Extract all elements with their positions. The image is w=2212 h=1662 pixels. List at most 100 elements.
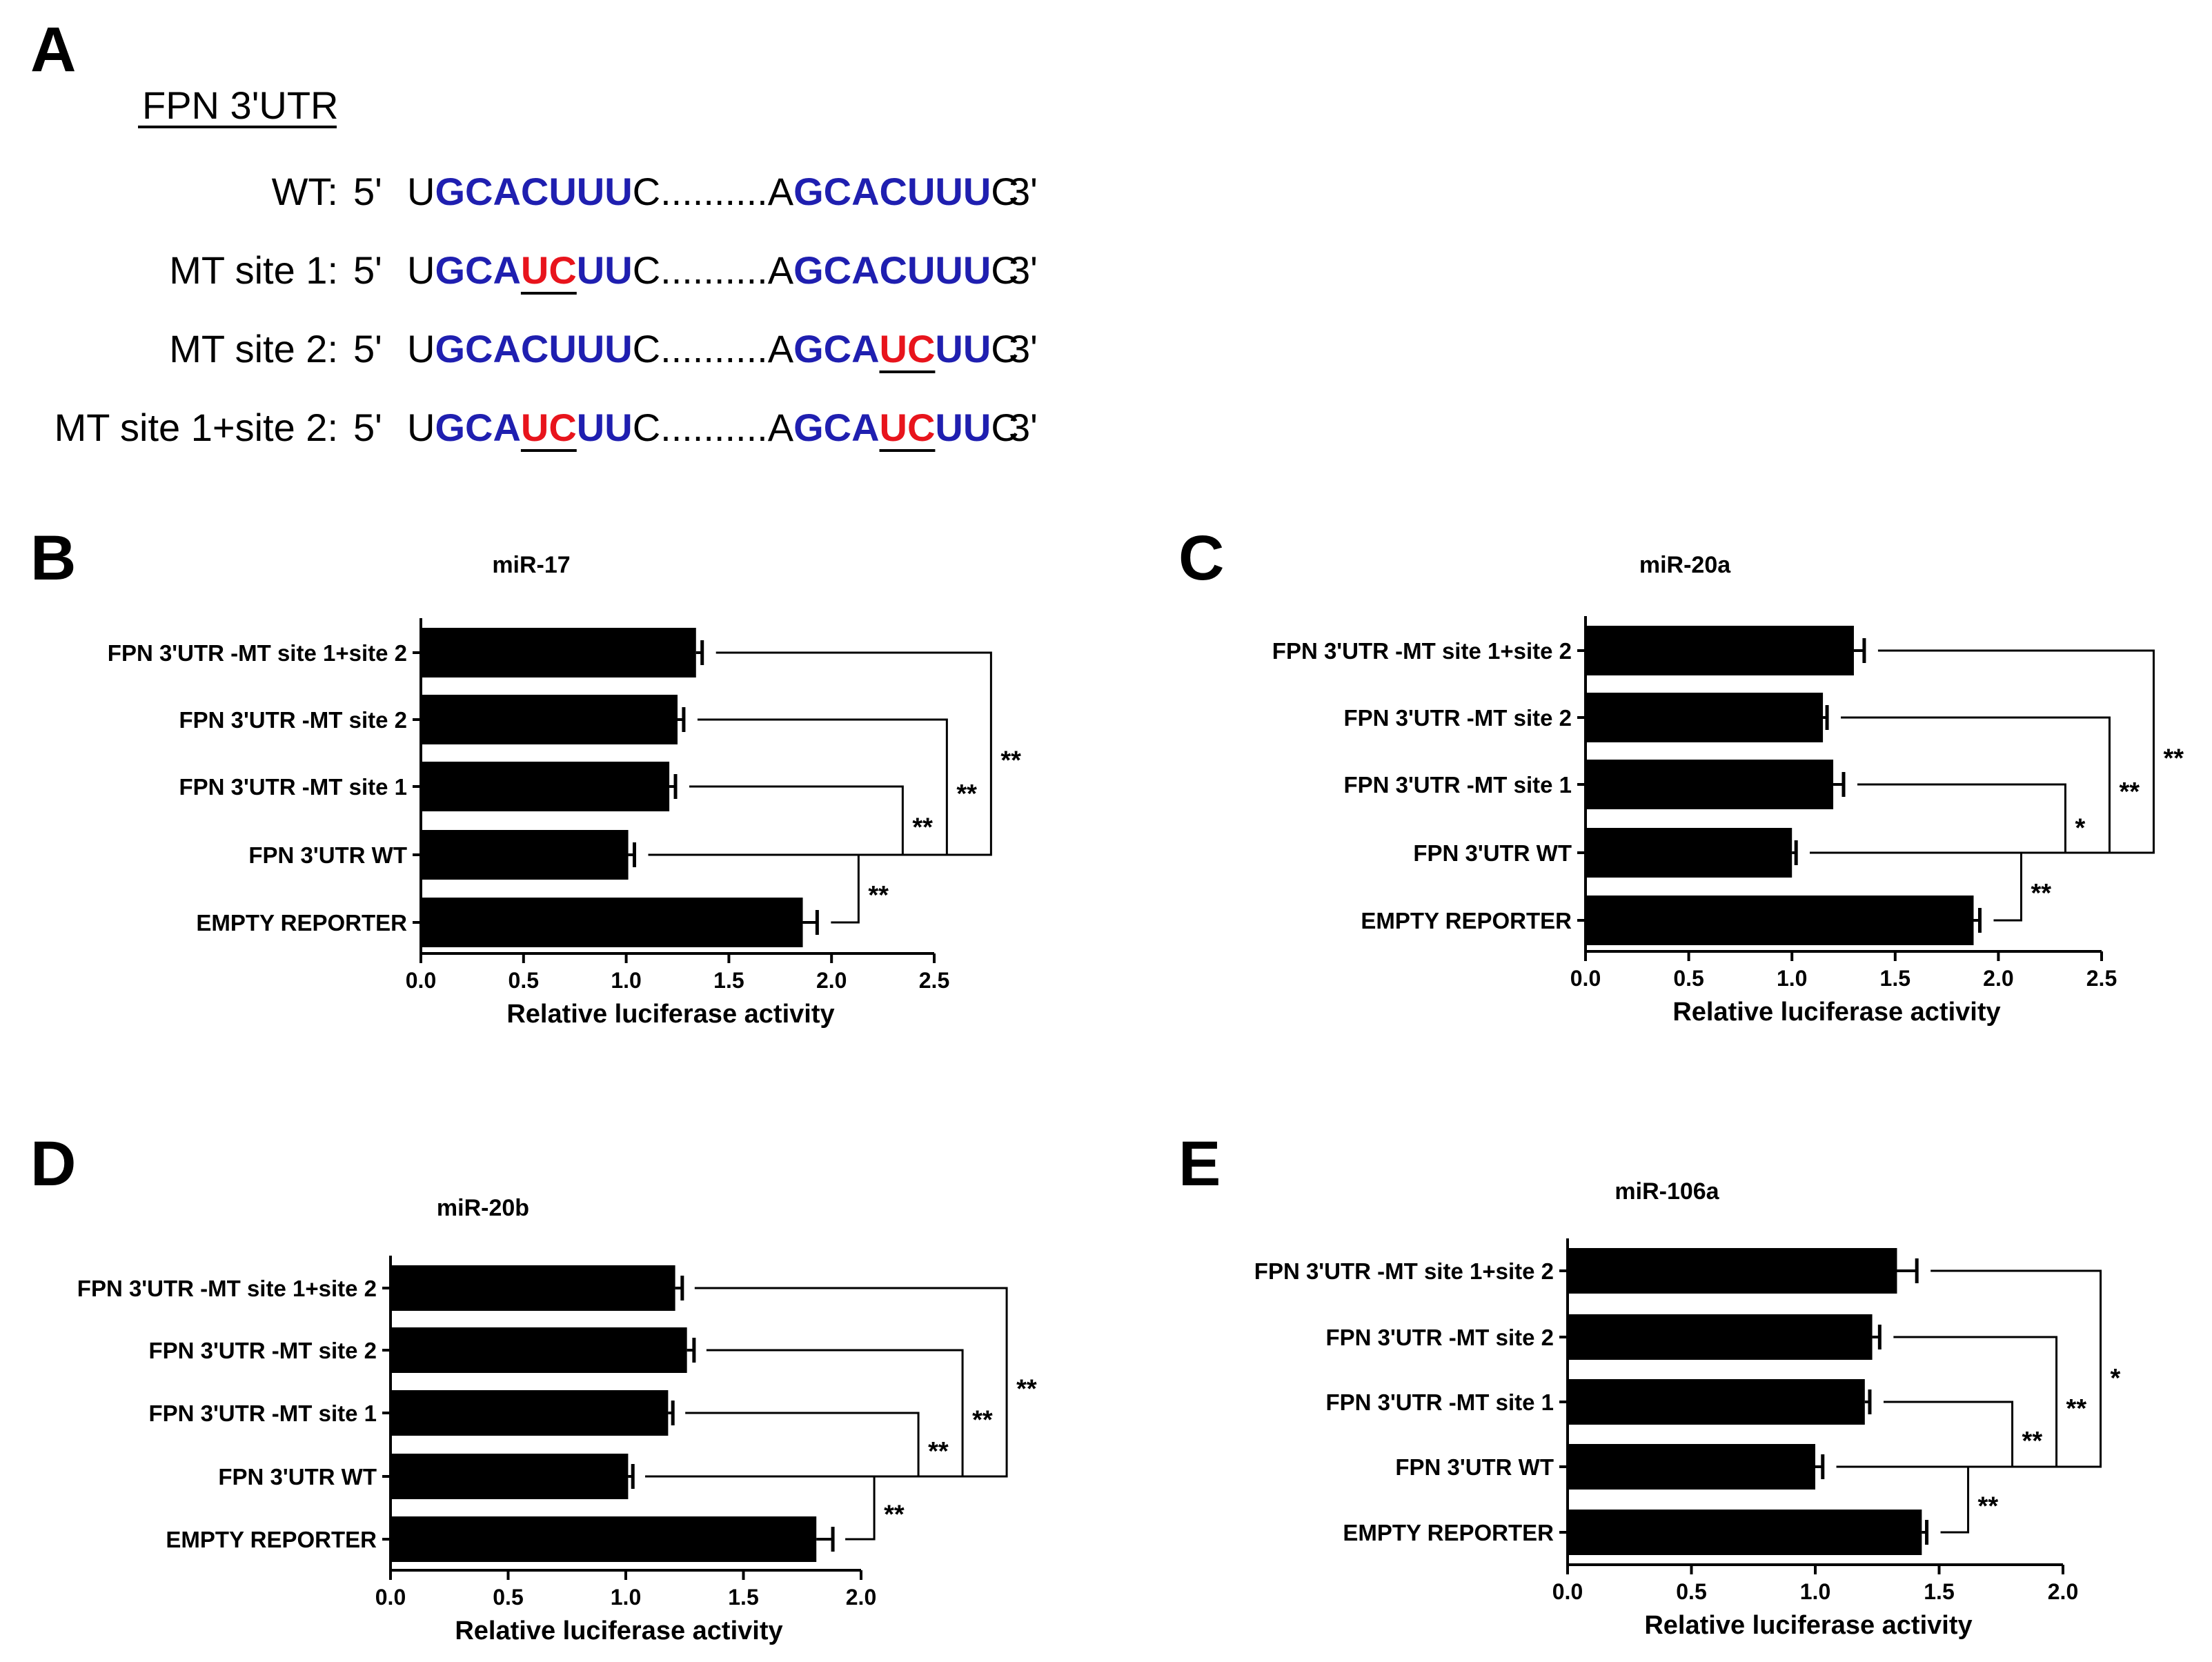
bar	[1586, 760, 1834, 809]
chart-title: miR-20a	[1639, 552, 1731, 578]
flanking-sequence-segment: U	[407, 248, 435, 292]
x-tick-label: 1.0	[611, 1585, 641, 1610]
x-tick-label: 1.0	[1777, 966, 1807, 991]
x-tick-label: 0.0	[406, 968, 436, 993]
sequence-text: UGCAUCUUC..........AGCACUUUC	[407, 243, 1019, 298]
sequence-row-label: MT site 1+site 2:	[54, 406, 338, 449]
bar	[1568, 1444, 1815, 1490]
seed-match-segment: UU	[576, 406, 633, 449]
significance-label: **	[2022, 1427, 2043, 1456]
x-tick-label: 1.0	[611, 968, 641, 993]
panel-a-letter: A	[30, 14, 77, 85]
category-label: FPN 3'UTR -MT site 2	[148, 1338, 377, 1363]
x-tick-label: 0.5	[493, 1585, 523, 1610]
significance-bracket	[645, 1412, 920, 1478]
flanking-sequence-segment: C	[991, 406, 1019, 449]
seed-match-segment: GCA	[435, 248, 521, 292]
significance-label: **	[1000, 746, 1021, 775]
significance-bracket	[1810, 783, 2066, 854]
significance-bracket	[645, 1287, 1008, 1478]
seed-match-segment: GCACUUU	[793, 248, 991, 292]
mutated-bases-segment: UC	[879, 406, 936, 449]
sequence-text: UGCACUUUC..........AGCAUCUUC	[407, 321, 1019, 377]
x-tick-label: 0.5	[508, 968, 539, 993]
panel-letter: B	[30, 523, 76, 593]
bar	[391, 1454, 629, 1499]
five-prime-label: 5'	[353, 406, 382, 449]
chart-title: miR-17	[492, 552, 570, 578]
significance-bracket	[648, 785, 904, 856]
bar	[391, 1390, 669, 1436]
category-label: FPN 3'UTR -MT site 1+site 2	[1254, 1258, 1554, 1284]
x-axis-label: Relative luciferase activity	[1644, 1611, 1972, 1640]
x-axis-label: Relative luciferase activity	[1672, 998, 2000, 1027]
category-label: EMPTY REPORTER	[1343, 1520, 1554, 1545]
x-tick-label: 2.0	[2048, 1579, 2078, 1604]
significance-label: **	[2031, 879, 2051, 908]
bar	[1586, 626, 1854, 675]
seed-match-segment: GCACUUU	[435, 327, 633, 370]
flanking-sequence-segment: C	[991, 170, 1019, 213]
significance-label: **	[2066, 1394, 2087, 1423]
x-tick-label: 2.5	[2086, 966, 2117, 991]
flanking-sequence-segment: C..........A	[632, 406, 794, 449]
flanking-sequence-segment: C	[991, 248, 1019, 292]
five-prime-label: 5'	[353, 327, 382, 370]
category-label: FPN 3'UTR WT	[218, 1464, 377, 1490]
chart-title: miR-20b	[437, 1195, 529, 1221]
significance-label: **	[2119, 778, 2140, 807]
significance-bracket	[1836, 1269, 2102, 1468]
significance-label: **	[1016, 1375, 1037, 1404]
bar	[391, 1516, 817, 1562]
five-prime-label: 5'	[353, 248, 382, 292]
x-tick-label: 0.5	[1676, 1579, 1706, 1604]
bar	[1568, 1248, 1897, 1294]
x-tick-label: 1.5	[1880, 966, 1910, 991]
sequence-title-underline	[138, 126, 337, 128]
sequence-text: UGCAUCUUC..........AGCAUCUUC	[407, 400, 1019, 455]
seed-match-segment: UU	[576, 248, 633, 292]
category-label: FPN 3'UTR -MT site 1+site 2	[1272, 638, 1572, 664]
category-label: FPN 3'UTR -MT site 2	[179, 707, 407, 733]
category-label: FPN 3'UTR -MT site 1+site 2	[108, 640, 407, 666]
category-label: FPN 3'UTR -MT site 1	[1343, 772, 1572, 798]
category-label: EMPTY REPORTER	[1361, 908, 1572, 933]
bar	[421, 830, 629, 880]
x-axis-label: Relative luciferase activity	[506, 1000, 834, 1029]
bar	[1568, 1510, 1922, 1555]
mutated-bases-segment: UC	[879, 327, 936, 370]
significance-label: **	[928, 1437, 949, 1466]
category-label: FPN 3'UTR WT	[1395, 1454, 1554, 1480]
x-tick-label: 1.5	[1924, 1579, 1954, 1604]
seed-match-segment: GCACUUU	[435, 170, 633, 213]
x-tick-label: 1.0	[1800, 1579, 1830, 1604]
category-label: EMPTY REPORTER	[166, 1527, 377, 1552]
significance-label: **	[1978, 1492, 1999, 1521]
flanking-sequence-segment: U	[407, 170, 435, 213]
significance-label: **	[956, 780, 977, 809]
sequence-row: WT: 5' UGCACUUUC..........AGCACUUUC 3'	[0, 164, 1104, 219]
mutated-bases-segment: UC	[520, 406, 577, 449]
bar	[1586, 693, 1824, 742]
category-label: FPN 3'UTR -MT site 1	[179, 774, 407, 800]
bar	[391, 1327, 687, 1373]
flanking-sequence-segment: C..........A	[632, 170, 794, 213]
x-tick-label: 0.0	[1552, 1579, 1583, 1604]
seed-match-segment: GCACUUU	[793, 170, 991, 213]
sequence-row: MT site 1+site 2: 5' UGCAUCUUC..........AG…	[0, 400, 1104, 455]
bar	[391, 1265, 675, 1311]
sequence-row-label: MT site 1:	[169, 248, 338, 292]
significance-label: *	[2075, 814, 2085, 843]
sequence-row-label: WT:	[271, 170, 338, 213]
seed-match-segment: GCA	[793, 406, 880, 449]
seed-match-segment: GCA	[435, 406, 521, 449]
significance-label: **	[912, 813, 933, 842]
flanking-sequence-segment: C..........A	[632, 327, 794, 370]
flanking-sequence-segment: U	[407, 406, 435, 449]
category-label: FPN 3'UTR WT	[248, 842, 407, 868]
significance-label: **	[868, 881, 889, 910]
